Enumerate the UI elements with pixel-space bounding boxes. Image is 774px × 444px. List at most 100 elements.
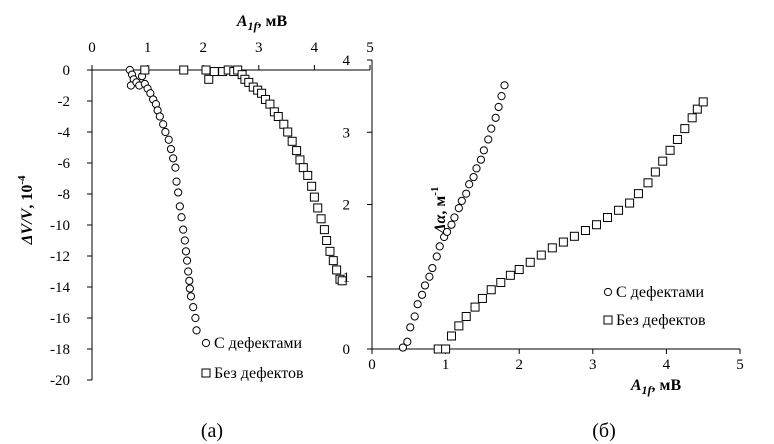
x-tick-label: 4: [311, 40, 319, 56]
data-point: [450, 213, 459, 222]
data-point: [322, 236, 332, 245]
legend-marker: [201, 338, 211, 348]
data-point: [469, 172, 478, 182]
data-point: [591, 220, 601, 230]
legend-label: Без дефектов: [214, 365, 304, 382]
data-point: [179, 65, 189, 75]
x-tick-label: 4: [663, 357, 671, 373]
data-point: [201, 65, 211, 75]
data-point: [319, 225, 329, 235]
data-point: [174, 188, 183, 197]
panel-a-xlabel: A1f, мВ: [236, 13, 288, 33]
data-point: [687, 113, 697, 123]
panel-b-label: (б): [592, 420, 616, 442]
data-point: [179, 225, 188, 234]
data-point: [665, 145, 675, 155]
legend-label: С дефектами: [616, 284, 705, 301]
data-point: [175, 202, 184, 211]
data-point: [614, 205, 624, 215]
x-tick-label: 1: [144, 40, 152, 56]
data-point: [680, 124, 690, 134]
data-point: [441, 344, 451, 354]
x-tick-label: 3: [589, 357, 597, 373]
y-tick-label: -8: [58, 187, 71, 203]
data-point: [166, 144, 176, 154]
data-point: [191, 313, 200, 323]
y-tick-label: -2: [58, 94, 71, 110]
legend-marker: [201, 368, 211, 378]
data-point: [692, 104, 702, 114]
y-tick-label: -18: [50, 342, 70, 358]
data-point: [457, 196, 466, 205]
data-point: [425, 272, 434, 281]
panel-a-label: (а): [201, 420, 223, 442]
legend-marker: [603, 315, 613, 325]
panel-b-xlabel: A1f, мВ: [630, 377, 682, 397]
data-point: [428, 263, 437, 273]
data-point: [273, 112, 283, 121]
y-tick-label: -20: [50, 373, 70, 389]
y-tick-label: -10: [50, 218, 70, 234]
y-tick-label: -14: [50, 280, 70, 296]
data-point: [316, 214, 326, 224]
y-tick-label: -16: [50, 311, 70, 327]
data-point: [189, 303, 198, 312]
y-tick-label: -12: [50, 249, 70, 265]
data-point: [292, 146, 302, 156]
data-point: [184, 267, 193, 276]
data-point: [185, 284, 194, 293]
data-point: [325, 246, 335, 256]
data-point: [446, 331, 456, 341]
data-point: [279, 119, 289, 129]
data-point: [476, 155, 486, 164]
data-point: [180, 236, 189, 245]
data-point: [177, 213, 186, 222]
data-point: [536, 250, 546, 260]
data-point: [313, 203, 323, 213]
data-point: [496, 278, 506, 288]
data-point: [169, 154, 178, 163]
data-point: [159, 120, 168, 129]
data-point: [164, 135, 173, 144]
data-point: [186, 292, 196, 301]
panel-a-plot: 0 1 2 3 4 50-2-4-6-8-10-12-14-16-18-20С дефек…: [50, 40, 374, 389]
data-point: [650, 167, 660, 177]
data-point: [417, 290, 427, 299]
data-point: [465, 180, 474, 189]
y-tick-label: 1: [343, 270, 351, 286]
data-point: [410, 312, 419, 321]
y-tick-label: 4: [343, 53, 351, 69]
data-point: [643, 178, 653, 188]
y-tick-label: 0: [343, 342, 351, 358]
panel-a-ylabel: ΔV/V, 10-4: [16, 175, 36, 245]
data-point: [569, 231, 579, 241]
x-tick-label: 2: [199, 40, 207, 56]
data-point: [547, 243, 557, 253]
panel-b-plot: 0 1 2 3 4 5 0 1 2 3 4 С дефектами Без дефектов: [343, 53, 744, 373]
data-point: [192, 326, 201, 335]
data-point: [171, 163, 180, 172]
data-point: [462, 189, 471, 198]
data-point: [398, 343, 408, 352]
y-tick-label: 2: [343, 198, 351, 214]
data-point: [558, 237, 568, 247]
data-point: [603, 213, 613, 223]
legend-marker: [603, 287, 613, 297]
data-point: [525, 257, 535, 267]
data-point: [140, 65, 150, 75]
data-point: [432, 252, 441, 261]
x-tick-label: 1: [442, 357, 450, 373]
data-point: [298, 163, 308, 173]
data-point: [454, 321, 464, 331]
data-point: [500, 81, 509, 90]
data-point: [172, 177, 181, 186]
data-point: [486, 285, 496, 295]
x-tick-label: 5: [366, 40, 374, 56]
data-point: [337, 276, 347, 286]
data-point: [406, 323, 415, 332]
data-point: [472, 164, 481, 173]
data-point: [332, 265, 342, 275]
data-point: [307, 181, 317, 191]
data-point: [309, 192, 319, 202]
